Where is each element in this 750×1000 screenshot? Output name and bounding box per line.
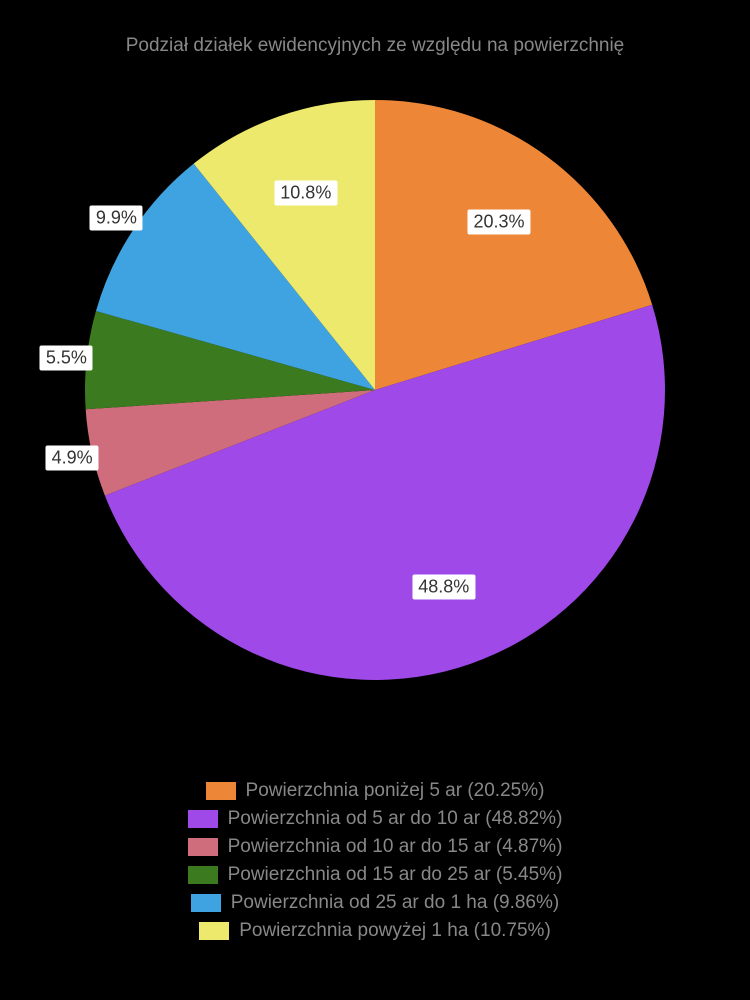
slice-pct-label: 5.5% [40,345,93,370]
legend-swatch [188,810,218,828]
legend-label: Powierzchnia od 25 ar do 1 ha (9.86%) [231,892,559,914]
legend-item: Powierzchnia od 15 ar do 25 ar (5.45%) [188,864,563,886]
legend-swatch [191,894,221,912]
chart-title: Podział działek ewidencyjnych ze względu… [0,35,750,57]
legend-label: Powierzchnia od 10 ar do 15 ar (4.87%) [228,836,563,858]
legend-item: Powierzchnia powyżej 1 ha (10.75%) [199,920,551,942]
legend-label: Powierzchnia od 5 ar do 10 ar (48.82%) [228,808,563,830]
legend-label: Powierzchnia powyżej 1 ha (10.75%) [239,920,551,942]
chart-legend: Powierzchnia poniżej 5 ar (20.25%) Powier… [0,780,750,942]
slice-pct-label: 9.9% [90,206,143,231]
legend-item: Powierzchnia od 10 ar do 15 ar (4.87%) [188,836,563,858]
legend-item: Powierzchnia poniżej 5 ar (20.25%) [206,780,545,802]
pie-chart: 20.3%48.8%4.9%5.5%9.9%10.8% [75,90,675,690]
legend-swatch [188,838,218,856]
legend-item: Powierzchnia od 25 ar do 1 ha (9.86%) [191,892,559,914]
legend-item: Powierzchnia od 5 ar do 10 ar (48.82%) [188,808,563,830]
legend-swatch [206,782,236,800]
slice-pct-label: 4.9% [46,445,99,470]
legend-swatch [199,922,229,940]
legend-label: Powierzchnia poniżej 5 ar (20.25%) [246,780,545,802]
slice-pct-label: 10.8% [274,180,337,205]
slice-pct-label: 48.8% [412,575,475,600]
legend-label: Powierzchnia od 15 ar do 25 ar (5.45%) [228,864,563,886]
legend-swatch [188,866,218,884]
slice-pct-label: 20.3% [468,210,531,235]
